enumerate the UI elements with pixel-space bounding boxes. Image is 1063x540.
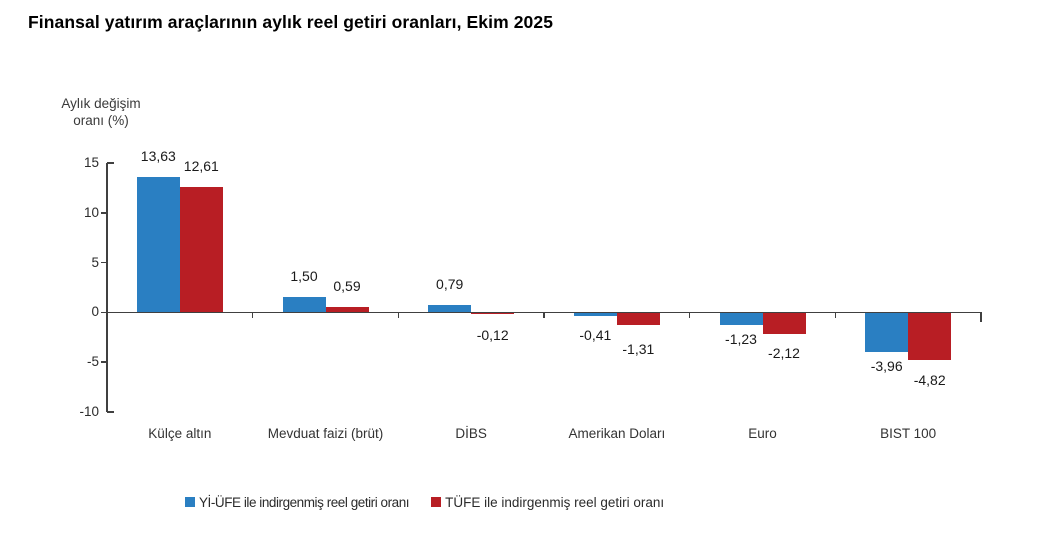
y-tick-label: 15 <box>83 155 99 170</box>
bar-value-label: 13,63 <box>140 147 176 164</box>
x-axis-end-cap <box>980 312 982 323</box>
category-label-6: BIST 100 <box>880 426 937 441</box>
y-tick-label: 10 <box>83 204 99 220</box>
y-axis-top-cap <box>107 162 114 164</box>
bar-value-label: 12,61 <box>183 157 219 174</box>
category-label-1: Külçe altın <box>148 426 212 441</box>
bar-yiufe-4 <box>573 312 617 317</box>
y-tick <box>101 311 107 314</box>
y-tick-label: 0 <box>91 304 99 320</box>
y-tick-label: -5 <box>86 354 99 370</box>
bar-tufe-6 <box>908 312 952 361</box>
bar-yiufe-5 <box>719 312 763 325</box>
bar-value-label: -1,31 <box>622 341 655 358</box>
bar-tufe-2 <box>325 306 369 313</box>
bar-value-label: -0,41 <box>579 327 612 344</box>
y-axis-bottom-cap <box>107 411 114 413</box>
legend-swatch-icon <box>185 497 195 507</box>
bar-value-label: 1,50 <box>290 268 318 285</box>
legend-label: TÜFE ile indirgenmiş reel getiri oranı <box>445 494 665 510</box>
bar-tufe-4 <box>616 312 660 326</box>
bar-value-label: -0,12 <box>476 327 509 344</box>
y-tick <box>101 212 107 214</box>
bar-value-label: -3,96 <box>870 357 903 374</box>
bar-value-label: 0,79 <box>436 275 464 292</box>
y-tick-label: -10 <box>79 404 99 419</box>
y-tick <box>101 361 107 363</box>
category-label-3: DİBS <box>455 426 487 441</box>
bar-value-label: -4,82 <box>913 371 946 388</box>
y-axis-title: Aylık değişim oranı (%) <box>40 96 162 129</box>
y-axis-line <box>106 163 108 412</box>
bar-yiufe-2 <box>282 297 326 313</box>
x-tick <box>397 312 400 319</box>
legend-label: Yİ-ÜFE ile indirgenmiş reel getiri oranı <box>199 494 410 510</box>
legend-swatch-icon <box>431 497 442 507</box>
bar-yiufe-3 <box>428 304 472 313</box>
x-tick <box>543 312 545 319</box>
category-label-2: Mevduat faizi (brüt) <box>267 426 384 441</box>
y-axis-title-line-2: oranı (%) <box>73 112 129 128</box>
bar-value-label: -1,23 <box>725 330 757 347</box>
category-label-5: Euro <box>748 426 777 441</box>
x-tick <box>834 312 837 319</box>
bar-tufe-1 <box>179 186 223 313</box>
bar-tufe-5 <box>762 312 806 334</box>
y-tick <box>101 261 107 264</box>
bar-value-label: -2,12 <box>768 344 800 361</box>
legend-item-tufe: TÜFE ile indirgenmiş reel getiri oranı <box>431 494 664 511</box>
category-label-4: Amerikan Doları <box>568 426 666 441</box>
bar-yiufe-6 <box>865 312 909 352</box>
chart-title: Finansal yatırım araçlarının aylık reel … <box>28 12 554 32</box>
x-tick <box>688 312 691 319</box>
bar-value-label: 0,59 <box>333 277 361 294</box>
x-tick <box>251 312 254 319</box>
legend: Yİ-ÜFE ile indirgenmiş reel getiri oranı… <box>185 493 664 511</box>
y-axis-title-line-1: Aylık değişim <box>61 96 141 111</box>
y-tick-label: 5 <box>91 254 99 270</box>
bar-yiufe-1 <box>136 176 180 313</box>
legend-item-yiufe: Yİ-ÜFE ile indirgenmiş reel getiri oranı <box>185 494 410 511</box>
